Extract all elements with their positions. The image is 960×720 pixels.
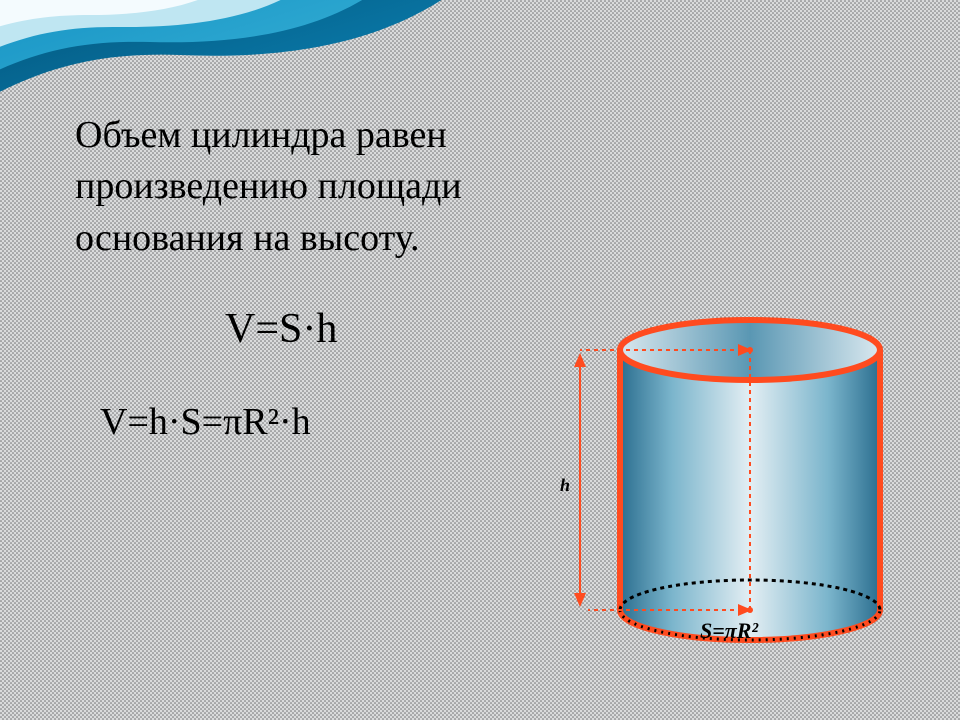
slide-container: Объем цилиндра равен произведению площад… [0,0,960,720]
cylinder-diagram: h S=πR² [560,300,920,700]
formula-sub: V=h·S=πR²·h [100,400,311,444]
theorem-line-3: основания на высоту. [75,213,595,264]
label-height: h [560,475,570,496]
theorem-line-2: произведению площади [75,161,595,212]
formula-main: V=S·h [225,305,337,353]
theorem-text: Объем цилиндра равен произведению площад… [75,110,595,264]
theorem-line-1: Объем цилиндра равен [75,110,595,161]
label-base-area: S=πR² [700,618,758,644]
